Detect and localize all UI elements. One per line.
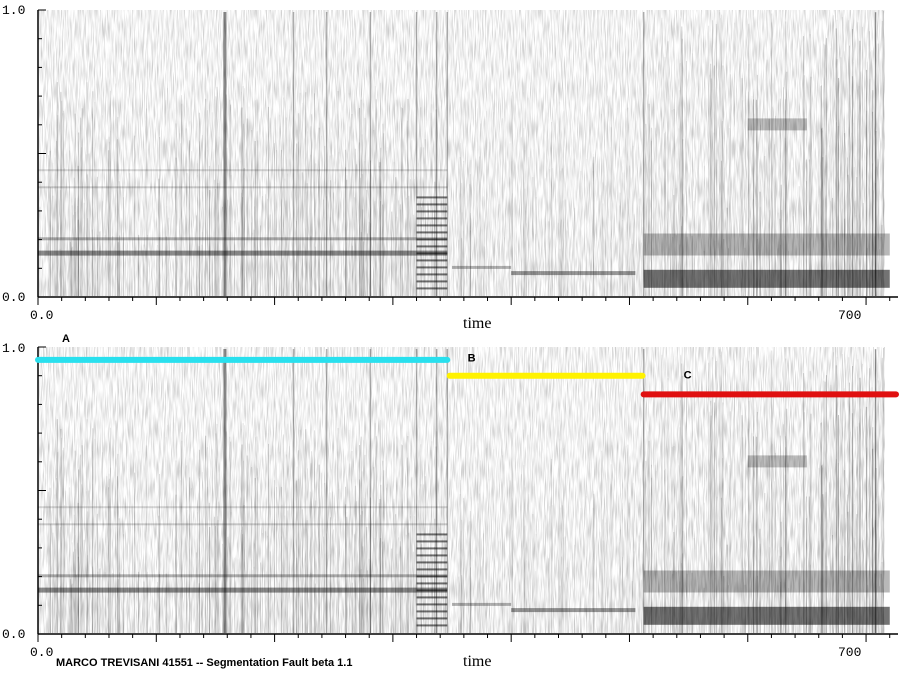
bottom-plot-area bbox=[37, 347, 890, 633]
spectrogram-note bbox=[416, 575, 448, 578]
spectrogram-note bbox=[416, 252, 448, 255]
segment-label-a: A bbox=[62, 333, 70, 345]
spectrogram-texture bbox=[39, 10, 885, 296]
credit-line: MARCO TREVISANI 41551 -- Segmentation Fa… bbox=[56, 657, 352, 669]
spectrogram-band bbox=[643, 570, 890, 593]
bottom-x-ticks bbox=[37, 634, 891, 642]
spectrogram-note bbox=[416, 273, 448, 276]
top-x-tick-700: 700 bbox=[838, 308, 861, 323]
spectrogram-band bbox=[643, 269, 890, 288]
top-plot-area bbox=[37, 10, 890, 296]
bottom-x-tick-700: 700 bbox=[838, 645, 861, 660]
spectrogram-note bbox=[416, 589, 448, 592]
spectrogram-band bbox=[38, 587, 448, 593]
spectrogram-note bbox=[416, 610, 448, 613]
bottom-y-ticks bbox=[38, 346, 46, 635]
segmentation-overlay: A B C bbox=[35, 333, 899, 398]
spectrogram-note bbox=[416, 540, 448, 543]
spectrogram-note bbox=[416, 280, 448, 283]
spectrogram-band bbox=[511, 271, 636, 276]
spectrogram-band bbox=[38, 523, 448, 526]
spectrogram-note bbox=[416, 596, 448, 599]
spectrogram-band bbox=[643, 606, 890, 625]
spectrogram-note bbox=[416, 245, 448, 248]
top-y-tick-min: 0.0 bbox=[2, 290, 25, 305]
spectrogram-note bbox=[416, 259, 448, 262]
spectrogram-note bbox=[416, 210, 448, 213]
spectrogram-band bbox=[452, 265, 512, 269]
spectrogram-note bbox=[416, 287, 448, 290]
top-y-tick-max: 1.0 bbox=[2, 3, 25, 18]
top-x-ticks bbox=[37, 297, 891, 305]
top-y-ticks bbox=[38, 9, 46, 298]
spectrogram-note bbox=[416, 533, 448, 536]
spectrogram-note bbox=[416, 568, 448, 571]
spectrogram-band bbox=[643, 233, 890, 256]
spectrogram-note bbox=[416, 561, 448, 564]
spectrogram-note bbox=[416, 582, 448, 585]
segment-label-b: B bbox=[468, 353, 476, 365]
top-x-tick-start: 0.0 bbox=[30, 308, 53, 323]
spectrogram-note bbox=[416, 231, 448, 234]
spectrogram-band bbox=[38, 237, 448, 241]
spectrogram-band bbox=[38, 169, 448, 172]
spectrogram-band bbox=[38, 574, 448, 578]
spectrogram-band bbox=[38, 250, 448, 256]
bottom-x-axis-title: time bbox=[463, 653, 491, 670]
spectrogram-note bbox=[416, 266, 448, 269]
spectrogram-band bbox=[511, 608, 636, 613]
top-x-axis-title: time bbox=[463, 315, 491, 332]
spectrogram-note bbox=[416, 203, 448, 206]
spectrogram-note bbox=[416, 554, 448, 557]
spectrogram-note bbox=[416, 196, 448, 199]
bottom-y-tick-min: 0.0 bbox=[2, 627, 25, 642]
spectrogram-note bbox=[416, 224, 448, 227]
spectrogram-note bbox=[416, 547, 448, 550]
spectrogram-band bbox=[38, 506, 448, 509]
spectrogram-band bbox=[452, 602, 512, 606]
spectrogram-note bbox=[416, 238, 448, 241]
segment-label-c: C bbox=[684, 369, 692, 381]
spectrogram-note bbox=[416, 603, 448, 606]
bottom-y-tick-max: 1.0 bbox=[2, 341, 25, 356]
spectrogram-note bbox=[416, 624, 448, 627]
bottom-x-tick-start: 0.0 bbox=[30, 645, 53, 660]
spectrogram-band bbox=[747, 118, 807, 131]
spectrogram-note bbox=[416, 217, 448, 220]
spectrogram-band bbox=[38, 186, 448, 189]
bottom-spectrogram-panel: 1.0 0.0 0.0 700 time A B C bbox=[2, 333, 899, 670]
spectrogram-note bbox=[416, 617, 448, 620]
top-spectrogram-panel: 1.0 0.0 0.0 700 time bbox=[2, 3, 898, 332]
spectrogram-band bbox=[747, 455, 807, 468]
